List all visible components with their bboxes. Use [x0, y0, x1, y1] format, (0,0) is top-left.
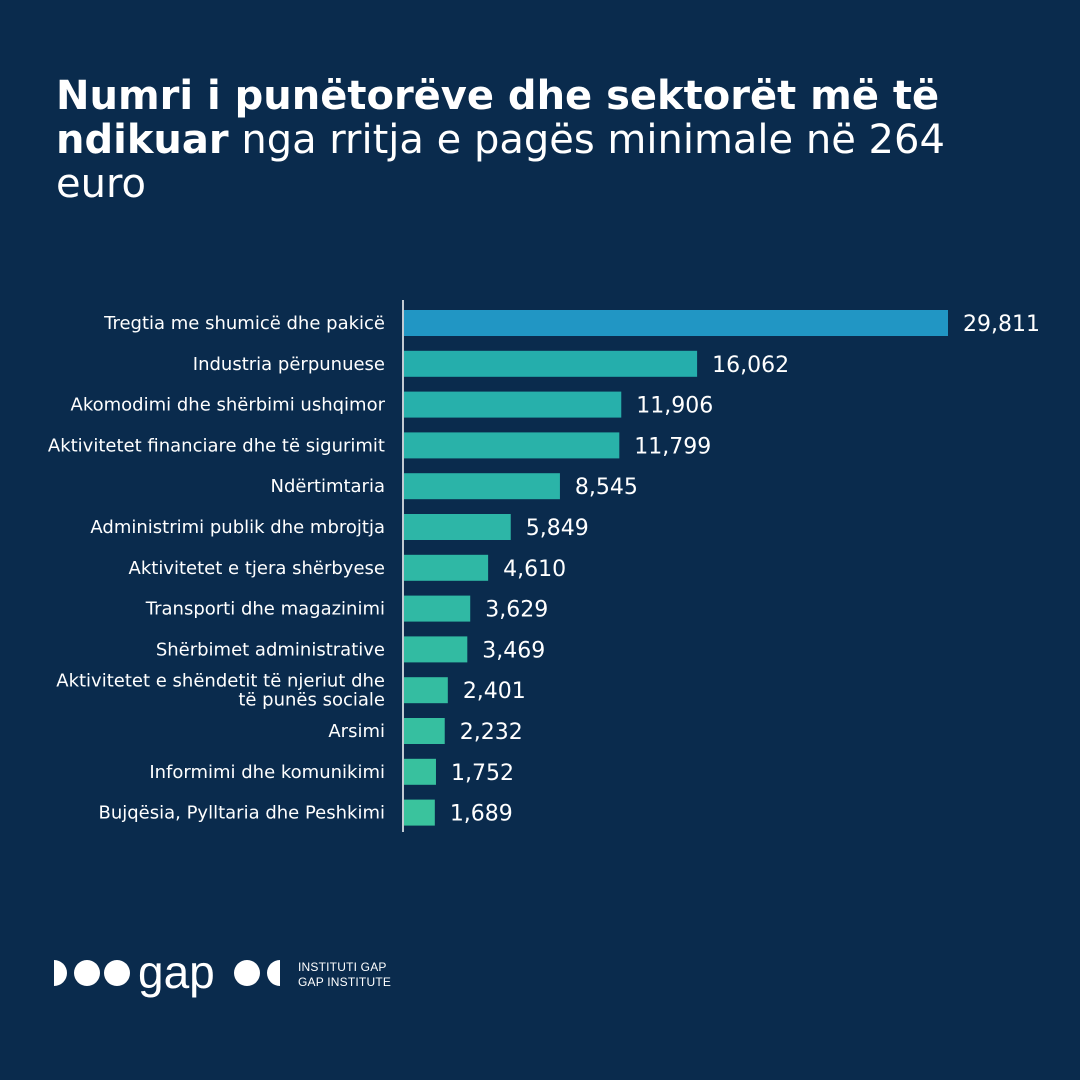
- category-label: Aktivitetet e shëndetit të njeriut dhe të…: [56, 671, 385, 711]
- logo-half-circle-shape: [54, 960, 67, 986]
- chart-title-regular: nga rritja e pagës minimale në 264 euro: [56, 117, 945, 207]
- chart-title-bold: Numri i punëtorëve dhe sektorët më të nd…: [56, 73, 940, 163]
- org-name-line2: GAP INSTITUTE: [298, 975, 392, 989]
- bar-value-label: 11,799: [634, 434, 711, 459]
- category-label: Tregtia me shumicë dhe pakicë: [103, 313, 385, 334]
- bar-value-label: 5,849: [526, 516, 589, 541]
- logo-dot-shape: [74, 960, 100, 986]
- category-label: Shërbimet administrative: [156, 639, 385, 660]
- bar-value-label: 3,469: [482, 638, 545, 663]
- bar: [404, 391, 622, 418]
- category-label: Arsimi: [328, 721, 385, 742]
- bar: [404, 554, 489, 581]
- category-label: Administrimi publik dhe mbrojtja: [90, 517, 385, 538]
- category-label: Ndërtimtaria: [271, 476, 385, 497]
- bar-value-label: 3,629: [485, 598, 548, 623]
- category-label: Akomodimi dhe shërbimi ushqimor: [71, 395, 386, 416]
- bar: [404, 432, 620, 459]
- bar: [404, 677, 448, 704]
- bar-value-label: 2,401: [463, 679, 526, 704]
- category-label: Aktivitetet financiare dhe të sigurimit: [48, 435, 385, 456]
- bar: [404, 514, 511, 540]
- gap-logo: gap: [54, 955, 280, 998]
- bar: [404, 718, 445, 744]
- chart-title: Numri i punëtorëve dhe sektorët më të nd…: [56, 74, 956, 206]
- bar: [404, 758, 436, 785]
- logo-dot-shape: [104, 960, 130, 986]
- org-name-line1: INSTITUTI GAP: [298, 960, 387, 974]
- bar: [404, 636, 468, 663]
- bar: [404, 473, 560, 500]
- logo-dot-shape: [234, 960, 260, 986]
- category-label: Aktivitetet e tjera shërbyese: [129, 558, 385, 579]
- bar-value-label: 11,906: [636, 394, 713, 419]
- bar-value-label: 16,062: [712, 353, 789, 378]
- logo-wordmark: gap: [138, 955, 215, 998]
- bar: [404, 595, 471, 622]
- category-label: Transporti dhe magazinimi: [145, 599, 385, 620]
- category-label: Industria përpunuese: [193, 354, 385, 375]
- category-label: Informimi dhe komunikimi: [149, 762, 385, 783]
- org-name: INSTITUTI GAP GAP INSTITUTE: [298, 960, 391, 990]
- bar: [404, 350, 698, 377]
- logo-partial-circle-shape: [267, 960, 280, 986]
- bar-value-label: 1,752: [451, 761, 514, 786]
- category-label: Bujqësia, Pylltaria dhe Peshkimi: [98, 803, 385, 824]
- bar-value-label: 2,232: [460, 720, 523, 745]
- bar-value-label: 1,689: [450, 802, 513, 827]
- bar: [404, 799, 435, 826]
- bar-value-label: 29,811: [963, 312, 1040, 337]
- bar-value-label: 4,610: [503, 557, 566, 582]
- bar: [404, 310, 948, 336]
- bar-value-label: 8,545: [575, 475, 638, 500]
